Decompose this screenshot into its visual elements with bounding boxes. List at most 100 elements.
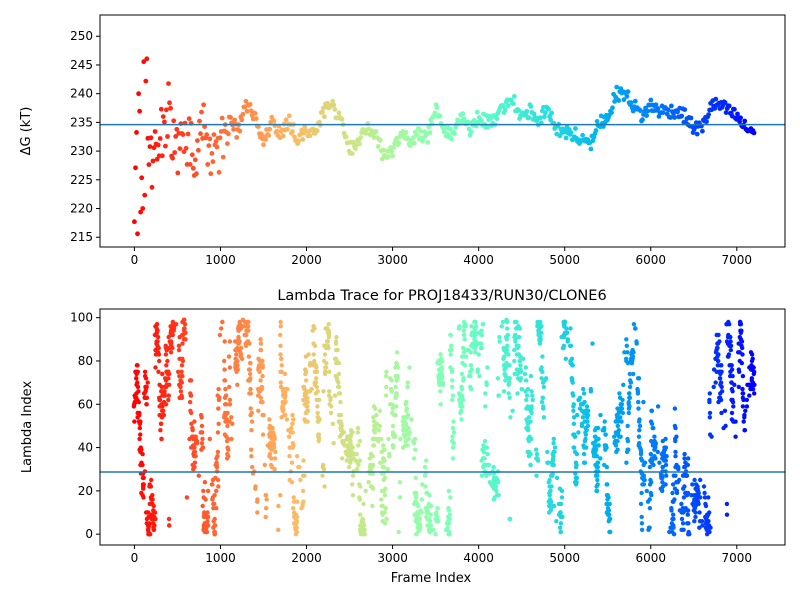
lambda-trace-point bbox=[568, 326, 573, 331]
x-tick-label: 1000 bbox=[205, 253, 236, 267]
lambda-trace-point bbox=[183, 337, 188, 342]
lambda-trace-point bbox=[212, 516, 217, 522]
lambda-trace-point bbox=[438, 402, 443, 407]
free-energy-point bbox=[704, 119, 709, 124]
lambda-trace-point bbox=[284, 417, 290, 422]
lambda-trace-point bbox=[528, 462, 533, 468]
free-energy-point bbox=[332, 107, 338, 112]
lambda-trace-point bbox=[326, 322, 331, 327]
lambda-trace-point bbox=[641, 399, 646, 405]
lambda-trace-point bbox=[324, 360, 329, 366]
lambda-trace-point bbox=[673, 473, 678, 478]
lambda-trace-point bbox=[246, 324, 251, 329]
lambda-trace-point bbox=[508, 415, 513, 420]
free-energy-point bbox=[168, 105, 174, 111]
lambda-trace-point bbox=[357, 497, 362, 502]
free-energy-point bbox=[194, 171, 199, 177]
free-energy-point bbox=[209, 151, 215, 156]
y-tick-label: 235 bbox=[70, 115, 93, 129]
lambda-trace-point bbox=[744, 404, 750, 409]
free-energy-point bbox=[190, 165, 196, 171]
free-energy-point bbox=[573, 126, 578, 131]
free-energy-point bbox=[349, 151, 355, 157]
lambda-trace-point bbox=[739, 328, 744, 333]
lambda-trace-point bbox=[382, 521, 388, 526]
lambda-trace-point bbox=[451, 441, 456, 446]
lambda-trace-point bbox=[447, 532, 452, 537]
lambda-trace-point bbox=[239, 356, 245, 361]
lambda-trace-point bbox=[203, 497, 208, 502]
lambda-trace-point bbox=[596, 436, 601, 442]
lambda-trace-point bbox=[482, 438, 488, 444]
lambda-trace-point bbox=[234, 365, 240, 370]
lambda-trace-point bbox=[626, 406, 632, 411]
lambda-trace-point bbox=[579, 423, 585, 429]
free-energy-point bbox=[167, 100, 172, 106]
lambda-trace-point bbox=[214, 488, 219, 494]
lambda-trace-point bbox=[473, 350, 478, 355]
free-energy-point bbox=[146, 162, 152, 168]
free-energy-point bbox=[735, 111, 740, 117]
free-energy-point bbox=[259, 131, 264, 137]
lambda-trace-point bbox=[717, 376, 723, 381]
lambda-trace-point bbox=[639, 490, 644, 496]
free-energy-point bbox=[373, 129, 379, 134]
lambda-trace-point bbox=[501, 389, 507, 394]
lambda-trace-point bbox=[649, 421, 655, 426]
lambda-trace-point bbox=[507, 376, 512, 381]
lambda-trace-point bbox=[625, 438, 631, 444]
free-energy-point bbox=[170, 155, 176, 161]
lambda-trace-point bbox=[205, 488, 211, 494]
free-energy-point bbox=[391, 145, 396, 150]
lambda-trace-point bbox=[409, 417, 414, 422]
lambda-trace-point bbox=[541, 415, 547, 420]
free-energy-point bbox=[144, 56, 150, 62]
lambda-trace-point bbox=[687, 532, 692, 537]
lambda-trace-point bbox=[588, 386, 593, 392]
lambda-trace-point bbox=[620, 410, 625, 416]
lambda-trace-point bbox=[559, 495, 565, 500]
lambda-trace-point bbox=[647, 482, 653, 487]
free-energy-point bbox=[358, 135, 363, 141]
lambda-trace-point bbox=[739, 339, 745, 344]
lambda-trace-point bbox=[404, 406, 409, 411]
lambda-trace-point bbox=[206, 523, 211, 528]
free-energy-point bbox=[437, 113, 443, 119]
lambda-trace-point bbox=[143, 376, 149, 381]
free-energy-point bbox=[665, 107, 671, 113]
lambda-trace-point bbox=[450, 378, 455, 383]
lambda-trace-point bbox=[182, 317, 187, 322]
free-energy-point bbox=[357, 141, 362, 147]
y-tick-label: 225 bbox=[70, 173, 93, 187]
lambda-trace-point bbox=[515, 371, 520, 377]
lambda-trace-point bbox=[192, 419, 197, 424]
lambda-trace-point bbox=[698, 477, 703, 483]
lambda-trace-point bbox=[263, 514, 268, 520]
lambda-trace-point bbox=[229, 436, 234, 442]
lambda-trace-point bbox=[653, 456, 658, 461]
lambda-trace-point bbox=[747, 393, 752, 398]
lambda-trace-point bbox=[167, 371, 172, 377]
lambda-trace-point bbox=[157, 358, 162, 364]
lambda-trace-point bbox=[648, 477, 653, 483]
lambda-trace-point bbox=[539, 376, 544, 381]
lambda-trace-point bbox=[481, 449, 486, 455]
free-energy-point bbox=[142, 192, 148, 198]
lambda-trace-point bbox=[305, 395, 310, 400]
lambda-trace-point bbox=[337, 391, 343, 396]
free-energy-point bbox=[189, 152, 195, 158]
x-tick-label: 1000 bbox=[205, 551, 236, 565]
free-energy-point bbox=[220, 154, 226, 160]
free-energy-point bbox=[173, 134, 179, 139]
lambda-trace-point bbox=[647, 497, 652, 502]
lambda-trace-point bbox=[592, 434, 598, 439]
free-energy-point bbox=[219, 115, 225, 121]
x-tick-label: 2000 bbox=[291, 551, 322, 565]
lambda-trace-point bbox=[519, 386, 524, 392]
lambda-trace-point bbox=[480, 322, 486, 327]
lambda-trace-point bbox=[216, 421, 221, 426]
free-energy-point bbox=[432, 110, 438, 116]
free-energy-point bbox=[379, 156, 385, 162]
lambda-trace-point bbox=[272, 456, 278, 461]
